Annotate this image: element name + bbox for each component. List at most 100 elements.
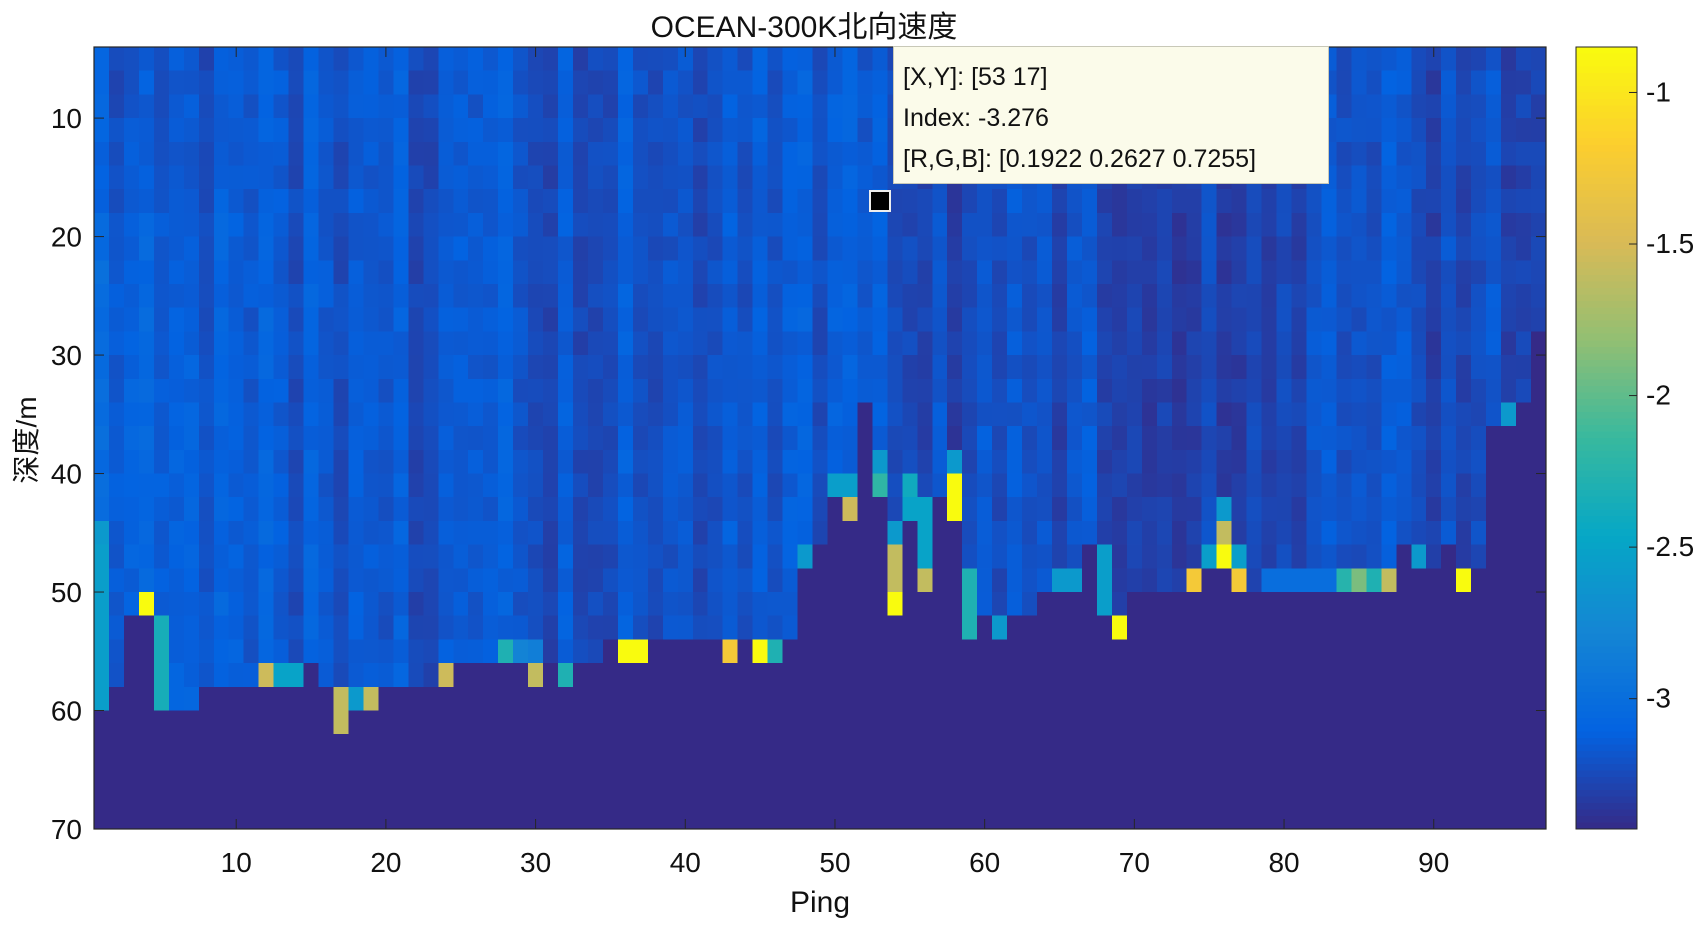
heatmap-cell [1336,307,1352,332]
heatmap-cell [513,568,529,593]
heatmap-cell [153,331,170,356]
heatmap-cell [378,402,394,427]
heatmap-cell [707,568,724,593]
heatmap-cell [348,568,364,593]
heatmap-cell [827,236,843,261]
heatmap-cell [782,544,799,569]
heatmap-cell [1126,520,1143,546]
heatmap-cell [917,805,933,830]
heatmap-cell [962,189,978,214]
heatmap-cell [767,710,784,735]
heatmap-cell [977,757,993,783]
heatmap-cell [468,497,484,522]
heatmap-cell [363,118,379,143]
heatmap-cell [1037,544,1053,569]
heatmap-cell [1066,710,1083,735]
heatmap-cell [1486,283,1502,309]
heatmap-cell [902,710,918,735]
heatmap-cell [1261,473,1278,498]
heatmap-cell [1396,781,1412,806]
heatmap-cell [513,47,529,72]
heatmap-cell [1081,449,1098,475]
heatmap-cell [632,426,649,451]
heatmap-cell [812,94,828,119]
heatmap-cell [1486,568,1502,593]
heatmap-cell [123,47,140,72]
heatmap-cell [468,189,484,214]
heatmap-cell [1531,497,1547,522]
heatmap-cell [318,94,335,119]
heatmap-cell [558,402,574,427]
heatmap-cell [782,47,799,72]
heatmap-cell [94,639,110,664]
heatmap-cell [782,331,799,356]
datatip-marker[interactable] [868,190,891,213]
heatmap-cell [1141,710,1158,735]
heatmap-cell [587,473,604,498]
heatmap-cell [1246,520,1263,546]
heatmap-cell [587,710,604,735]
heatmap-cell [573,734,589,759]
heatmap-cell [632,663,649,688]
heatmap-cell [1022,355,1038,380]
heatmap-cell [1351,141,1367,166]
heatmap-cell [558,426,574,451]
heatmap-cell [752,260,769,285]
heatmap-cell [1081,473,1098,498]
heatmap-cell [782,710,799,735]
heatmap-cell [1426,94,1442,119]
heatmap-cell [902,378,918,403]
heatmap-cell [1291,212,1307,238]
heatmap-cell [827,639,843,664]
heatmap-cell [782,212,799,238]
heatmap-cell [1007,378,1023,403]
heatmap-cell [468,615,484,640]
heatmap-cell [812,426,828,451]
heatmap-cell [617,757,634,783]
heatmap-cell [797,402,814,427]
heatmap-cell [632,781,649,806]
datatip[interactable]: [X,Y]: [53 17] Index: -3.276 [R,G,B]: [0… [893,46,1329,184]
heatmap-cell [483,189,499,214]
heatmap-cell [138,426,155,451]
heatmap-cell [827,355,843,380]
heatmap-cell [752,283,769,309]
heatmap-cell [198,212,215,238]
heatmap-cell [1381,615,1397,640]
colorbar-segment [1576,60,1637,68]
heatmap-cell [363,141,379,166]
heatmap-cell [1486,189,1502,214]
heatmap-cell [213,805,230,830]
heatmap-cell [722,331,739,356]
heatmap-cell [1396,473,1412,498]
heatmap-cell [872,520,888,546]
heatmap-cell [737,615,754,640]
heatmap-cell [1171,260,1188,285]
heatmap-cell [647,260,664,285]
heatmap-cell [138,212,155,238]
heatmap-cell [168,307,185,332]
heatmap-cell [1396,283,1412,309]
heatmap-cell [1486,710,1502,735]
heatmap-cell [1276,639,1293,664]
heatmap-cell [872,402,888,427]
heatmap-cell [543,757,559,783]
heatmap-cell [1516,260,1532,285]
heatmap-cell [393,473,409,498]
heatmap-cell [1486,663,1502,688]
heatmap-cell [378,734,394,759]
heatmap-cell [1426,189,1442,214]
heatmap-cell [782,307,799,332]
heatmap-cell [198,781,215,806]
heatmap-cell [932,331,948,356]
heatmap-cell [573,426,589,451]
heatmap-cell [1456,165,1472,190]
heatmap-cell [1141,283,1158,309]
heatmap-cell [602,189,619,214]
heatmap-cell [1351,639,1367,664]
heatmap-cell [1366,402,1382,427]
heatmap-cell [1441,70,1457,95]
heatmap-cell [1501,663,1517,688]
heatmap-cell [707,47,724,72]
heatmap-cell [1156,426,1173,451]
